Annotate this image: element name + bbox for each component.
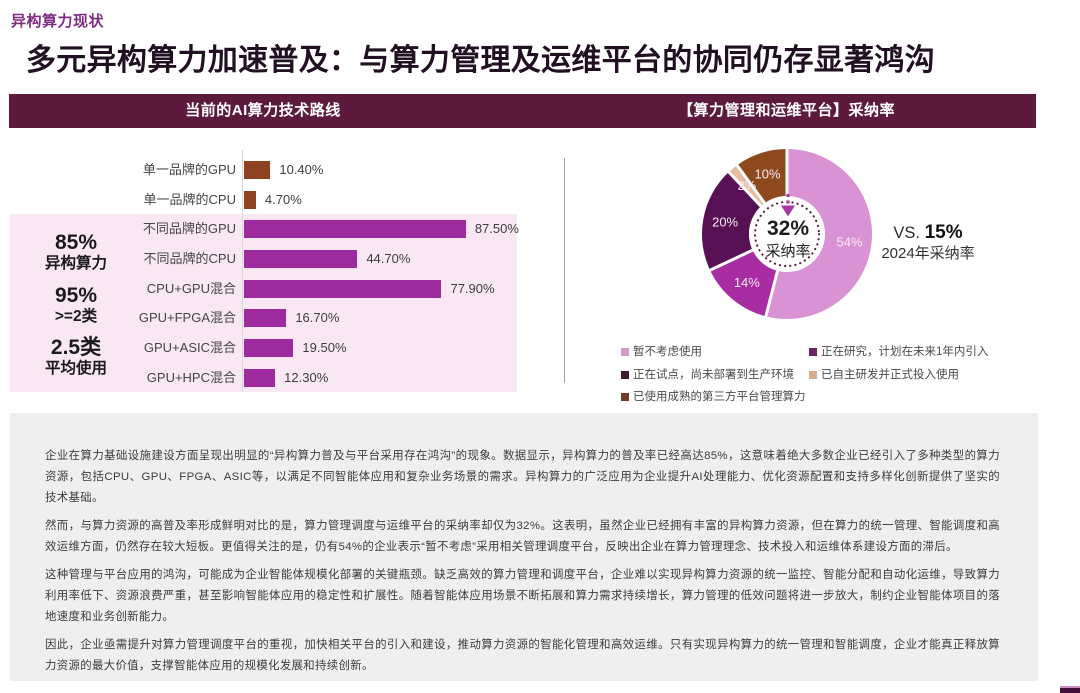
analysis-paragraph: 因此，企业亟需提升对算力管理调度平台的重视，加快相关平台的引入和建设，推动算力资… [45, 639, 1000, 672]
bar-value-label: 16.70% [295, 310, 340, 326]
page-corner-tag [1060, 686, 1080, 693]
stat-caption: >=2类 [54, 308, 98, 325]
bar-category-label: CPU+GPU混合 [146, 280, 236, 296]
bar-value-label: 10.40% [279, 162, 324, 177]
bar-category-label: 单一品牌的GPU [142, 162, 236, 177]
bar-category-label: 不同品牌的GPU [142, 221, 236, 237]
analysis-text-panel: 企业在算力基础设施建设方面呈现出明显的“异构算力普及与平台采用存在鸿沟”的现象。… [10, 413, 1038, 681]
analysis-paragraph: 这种管理与平台应用的鸿沟，可能成为企业智能体规模化部署的关键瓶颈。缺乏高效的算力… [45, 569, 1000, 623]
vs-value: 15% [924, 222, 963, 243]
legend-label: 已自主研发并正式投入使用 [821, 368, 959, 381]
analysis-paragraph: 然而，与算力资源的高普及率形成鲜明对比的是，算力管理调度与运维平台的采纳率却仅为… [45, 520, 1000, 553]
bar-value-label: 4.70% [264, 191, 302, 207]
donut-hole [749, 196, 825, 272]
stat-value: 95% [54, 284, 98, 307]
donut-slice-label: 10% [755, 167, 781, 182]
legend-swatch [809, 370, 817, 379]
bar-value-label: 19.50% [302, 339, 347, 355]
comparison-value: VS. 15% [858, 222, 998, 244]
bar-category-label: GPU+ASIC混合 [143, 339, 236, 355]
right-panel-title: 【算力管理和运维平台】采纳率 [677, 102, 895, 119]
donut-slice [765, 149, 872, 319]
donut-slice-label: 54% [836, 234, 862, 249]
bar [244, 190, 256, 209]
comparison-caption: 2024年采纳率 [881, 245, 975, 262]
eyebrow-label: 异构算力现状 [11, 13, 105, 30]
vs-prefix: VS. [893, 224, 925, 242]
bar-value-label: 44.70% [366, 250, 411, 266]
legend-swatch [621, 393, 629, 401]
panel-divider-line [564, 158, 565, 383]
bar-category-label: GPU+HPC混合 [146, 369, 236, 385]
bar [244, 338, 294, 357]
stat-value: 2.5类 [50, 336, 102, 359]
legend-label: 已使用成熟的第三方平台管理算力 [633, 391, 806, 403]
bar-chart-axis [242, 150, 243, 392]
bar [244, 161, 271, 179]
stat-group: 85% 异构算力 [10, 232, 142, 273]
donut-slice-label: 2% [737, 178, 756, 193]
legend-swatch [621, 348, 629, 356]
page-title: 多元异构算力加速普及：与算力管理及运维平台的协同仍存显著鸿沟 [26, 44, 935, 77]
donut-slice-label: 20% [712, 215, 738, 230]
donut-slice [737, 149, 787, 204]
bar-value-label: 87.50% [474, 221, 519, 237]
bar-category-label: GPU+FPGA混合 [138, 310, 236, 326]
donut-center-caption: 采纳率 [765, 243, 811, 260]
bar [244, 368, 276, 387]
legend-label: 正在试点，尚未部署到生产环境 [633, 368, 794, 381]
donut-center-value: 32% [766, 217, 810, 240]
bar-value-label: 77.90% [450, 280, 495, 296]
bar [244, 249, 358, 268]
donut-slice [710, 250, 778, 317]
bar [244, 309, 287, 328]
bar-value-label: 12.30% [284, 369, 329, 385]
legend-swatch [809, 348, 817, 356]
bar-category-label: 不同品牌的CPU [143, 250, 236, 266]
donut-slice [702, 172, 761, 271]
stat-group: 95% >=2类 [10, 285, 142, 326]
legend-label: 正在研究，计划在未来1年内引入 [821, 346, 989, 358]
left-panel-title: 当前的AI算力技术路线 [185, 102, 341, 119]
bar [244, 279, 442, 298]
arrow-head-icon [781, 205, 795, 217]
analysis-paragraph: 企业在算力基础设施建设方面呈现出明显的“异构算力普及与平台采用存在鸿沟”的现象。… [45, 450, 1000, 504]
section-header-strip [9, 94, 1036, 128]
donut-slice [728, 165, 765, 207]
bar [244, 220, 466, 239]
stat-value: 85% [54, 231, 98, 254]
donut-slice-label: 14% [734, 275, 760, 290]
legend-label: 暂不考虑使用 [633, 346, 702, 358]
donut-chart: 54% 14% 20% 2%10% [702, 147, 872, 319]
legend-swatch [621, 370, 629, 379]
highlight-band [10, 214, 517, 392]
stat-caption: 异构算力 [44, 255, 107, 272]
bar-category-label: 单一品牌的CPU [143, 191, 236, 207]
stat-caption: 平均使用 [44, 360, 107, 377]
stat-group: 2.5类 平均使用 [10, 337, 142, 378]
